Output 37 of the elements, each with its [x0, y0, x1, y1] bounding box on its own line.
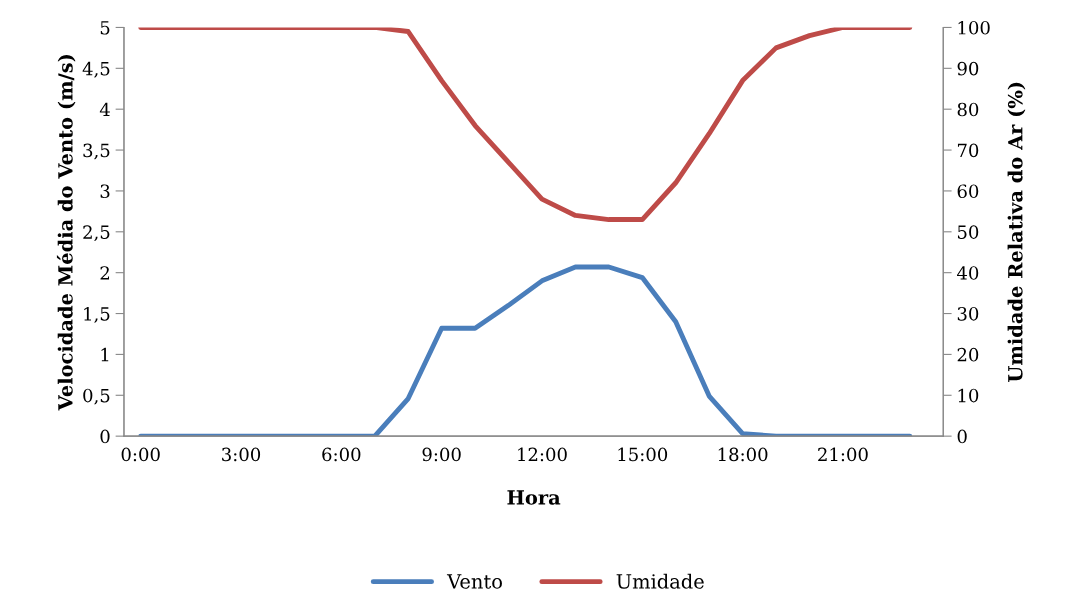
- y2-tick-label: 80: [957, 102, 979, 117]
- y-tick-label: 3,5: [83, 143, 110, 160]
- legend-label: Vento: [446, 574, 502, 589]
- y2-tick-label: 50: [957, 225, 979, 239]
- y-tick-label: 1,5: [84, 307, 110, 323]
- y2-tick-label: 30: [957, 307, 979, 321]
- y2-tick-label: 90: [957, 61, 979, 76]
- y-tick-label: 4: [99, 102, 110, 117]
- x-tick-label: 15:00: [618, 447, 668, 462]
- x-tick-label: 18:00: [718, 447, 768, 462]
- y2-tick-label: 60: [957, 184, 979, 199]
- y2-tick-label: 70: [957, 143, 979, 158]
- x-tick-label: 6:00: [322, 447, 361, 462]
- y2-tick-label: 100: [958, 20, 990, 35]
- y2-tick-label: 40: [957, 266, 979, 280]
- y-tick-label: 3: [100, 184, 110, 199]
- y-tick-label: 2: [100, 266, 109, 280]
- y2-axis-title: Umidade Relativa do Ar (%): [1007, 82, 1026, 382]
- y-tick-label: 0: [100, 429, 110, 444]
- legend-label: Umidade: [616, 573, 704, 589]
- line-series: [138, 264, 913, 437]
- line-series: [138, 27, 913, 222]
- y2-tick-label: 0: [957, 429, 967, 444]
- y-tick-label: 0,5: [83, 388, 110, 405]
- x-tick-label: 9:00: [422, 447, 461, 462]
- x-tick-label: 3:00: [222, 447, 261, 462]
- y-tick-label: 1: [101, 347, 109, 362]
- y-tick-label: 4,5: [82, 61, 110, 78]
- x-tick-label: 12:00: [518, 447, 567, 462]
- y-tick-label: 2,5: [83, 225, 110, 242]
- y2-tick-label: 10: [958, 388, 979, 403]
- y-tick-label: 5: [100, 21, 110, 35]
- y-axis-title: Velocidade Média do Vento (m/s): [56, 54, 76, 411]
- x-axis-title: Hora: [507, 490, 561, 505]
- x-tick-label: 21:00: [818, 447, 868, 462]
- x-tick-label: 0:00: [121, 447, 160, 462]
- y2-tick-label: 20: [957, 347, 979, 362]
